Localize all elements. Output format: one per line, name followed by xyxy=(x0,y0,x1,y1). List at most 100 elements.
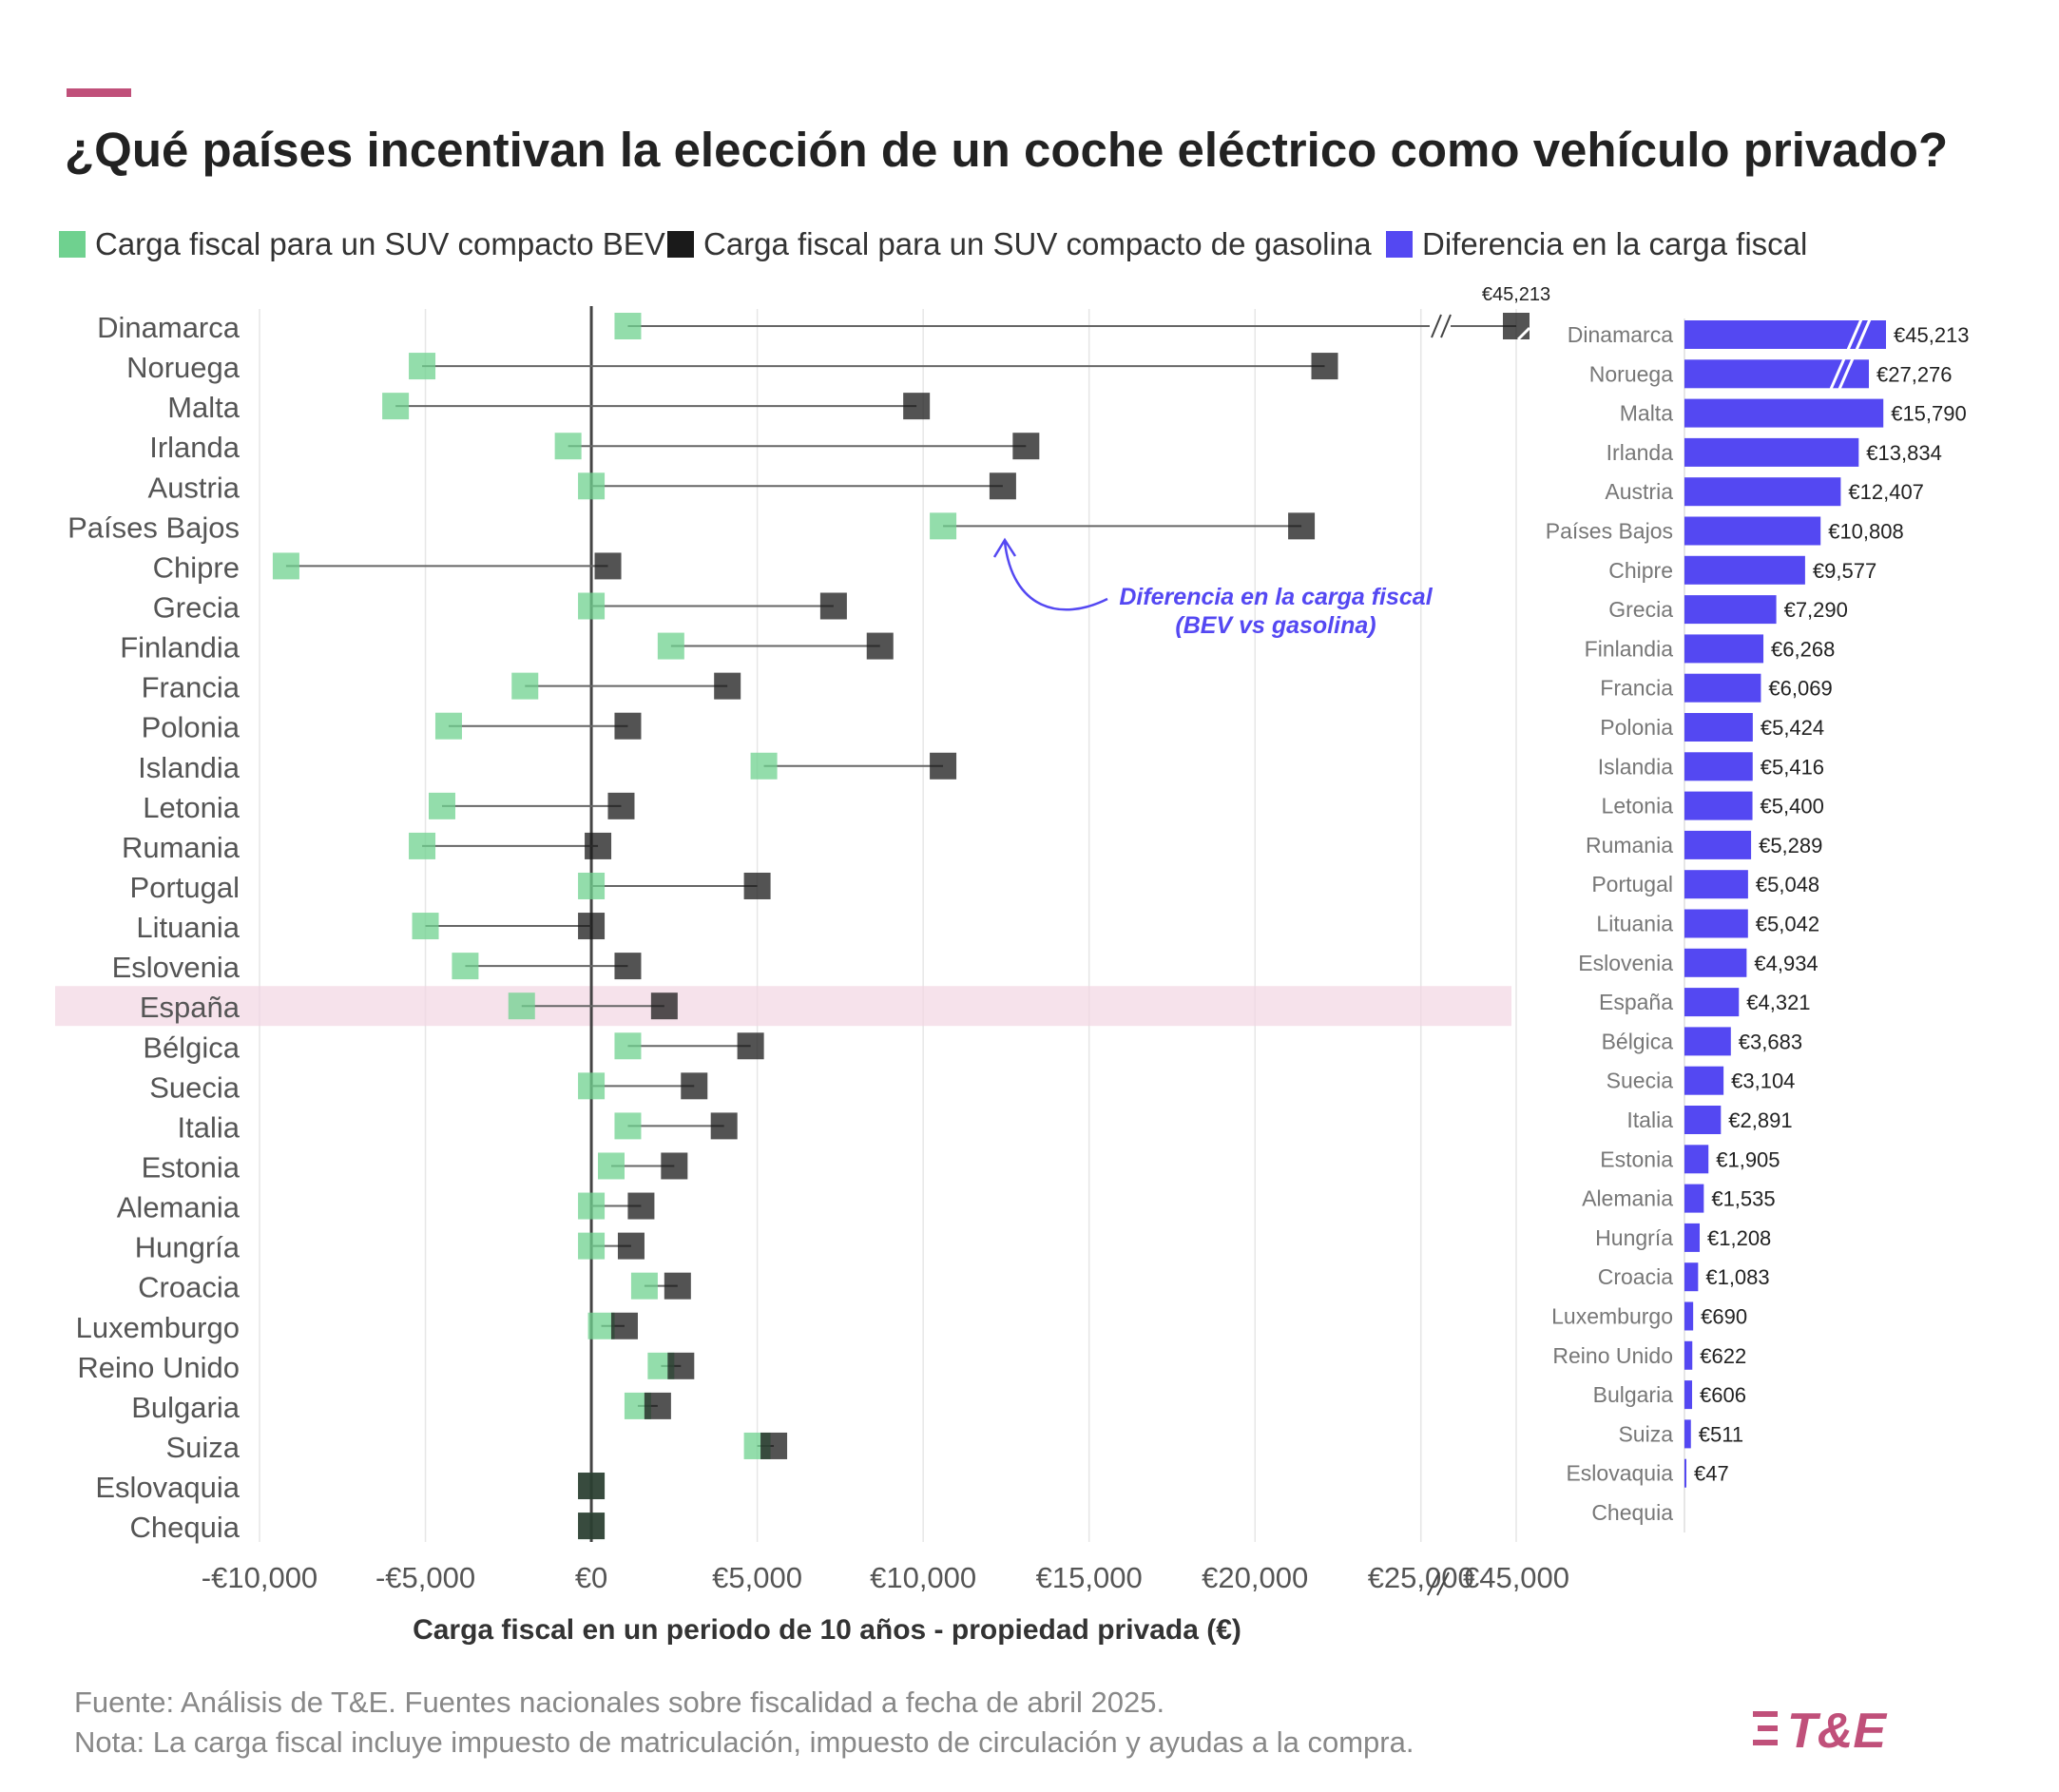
country-label: Dinamarca xyxy=(97,311,241,344)
country-label: Islandia xyxy=(138,751,241,784)
legend-item-difference: Diferencia en la carga fiscal xyxy=(1386,221,1807,268)
difference-bar xyxy=(1684,1262,1699,1292)
bar-value-label: €3,104 xyxy=(1731,1069,1795,1093)
bar-category-label: Francia xyxy=(1600,676,1673,701)
difference-bar xyxy=(1684,634,1764,664)
country-label: Polonia xyxy=(142,711,241,744)
bar-category-label: Finlandia xyxy=(1585,636,1674,661)
difference-bar xyxy=(1684,752,1753,781)
petrol-marker xyxy=(1288,512,1316,540)
bar-category-label: Italia xyxy=(1626,1108,1673,1132)
difference-bar xyxy=(1684,1419,1691,1449)
broken-value-label: €45,213 xyxy=(1482,284,1550,305)
difference-bar xyxy=(1684,1106,1722,1134)
country-label: Países Bajos xyxy=(67,511,240,544)
legend-swatch-difference xyxy=(1386,231,1413,258)
bar-value-label: €3,683 xyxy=(1739,1030,1802,1053)
bar-value-label: €511 xyxy=(1699,1422,1743,1446)
title-accent-bar xyxy=(67,88,131,97)
country-label: Bélgica xyxy=(143,1031,240,1064)
annotation-text: (BEV vs gasolina) xyxy=(1175,612,1376,639)
bar-value-label: €1,905 xyxy=(1716,1147,1780,1171)
bar-value-label: €4,321 xyxy=(1746,991,1810,1014)
difference-bar xyxy=(1684,437,1859,467)
difference-bar xyxy=(1684,398,1884,428)
bev-marker xyxy=(598,1152,625,1180)
bar-value-label: €6,268 xyxy=(1771,637,1835,661)
bar-category-label: Hungría xyxy=(1595,1225,1673,1250)
bar-category-label: Polonia xyxy=(1600,715,1673,740)
country-label: Reino Unido xyxy=(77,1351,240,1384)
country-label: Chipre xyxy=(153,550,240,584)
country-label: Francia xyxy=(142,671,241,704)
petrol-marker xyxy=(667,1352,695,1379)
bev-marker xyxy=(382,393,410,420)
x-tick-label: €0 xyxy=(575,1561,607,1594)
petrol-marker xyxy=(578,1513,606,1540)
difference-bar xyxy=(1684,555,1805,585)
axis-break-mark xyxy=(1427,1571,1440,1596)
bev-marker xyxy=(614,1112,642,1140)
country-label: Luxemburgo xyxy=(76,1311,240,1344)
x-tick-label: €5,000 xyxy=(712,1561,802,1594)
bar-value-label: €690 xyxy=(1701,1305,1747,1329)
bar-category-label: Austria xyxy=(1605,479,1673,504)
bev-marker xyxy=(630,1272,658,1300)
difference-bar xyxy=(1684,516,1821,546)
footer-note: Nota: La carga fiscal incluye impuesto d… xyxy=(74,1725,1414,1759)
country-label: Austria xyxy=(148,471,241,504)
annotation-text: Diferencia en la carga fiscal xyxy=(1119,584,1433,610)
country-label: Eslovenia xyxy=(112,951,241,984)
legend-swatch-bev xyxy=(59,231,86,258)
bev-marker xyxy=(578,472,606,500)
petrol-marker xyxy=(1012,433,1040,460)
bev-marker xyxy=(434,712,462,740)
bar-category-label: Eslovenia xyxy=(1578,951,1673,975)
legend-label-bev: Carga fiscal para un SUV compacto BEV xyxy=(95,226,665,261)
petrol-marker xyxy=(819,592,847,620)
logo-text: T&E xyxy=(1787,1704,1887,1755)
bar-value-label: €15,790 xyxy=(1891,402,1967,426)
bev-marker xyxy=(272,552,299,580)
bar-category-label: Reino Unido xyxy=(1552,1343,1673,1368)
bar-category-label: Bulgaria xyxy=(1593,1382,1674,1407)
bar-category-label: Alemania xyxy=(1582,1186,1673,1211)
petrol-marker xyxy=(710,1112,738,1140)
petrol-marker xyxy=(989,472,1016,500)
bar-category-label: Irlanda xyxy=(1607,440,1674,465)
x-tick-label: €25,000 xyxy=(1368,1561,1474,1594)
petrol-marker xyxy=(578,1473,606,1500)
bev-marker xyxy=(657,632,684,660)
petrol-marker xyxy=(617,1232,645,1260)
petrol-marker xyxy=(650,992,678,1020)
difference-bar xyxy=(1684,1223,1701,1252)
bar-value-label: €7,290 xyxy=(1784,598,1848,622)
bev-marker xyxy=(554,433,582,460)
bar-value-label: €5,042 xyxy=(1756,913,1819,936)
difference-bar xyxy=(1684,988,1740,1017)
bev-marker xyxy=(750,752,778,780)
bar-category-label: Portugal xyxy=(1591,872,1673,896)
x-tick-label: €20,000 xyxy=(1202,1561,1308,1594)
country-label: Hungría xyxy=(135,1231,241,1264)
bev-marker xyxy=(511,672,539,700)
petrol-marker xyxy=(578,913,606,940)
difference-bar xyxy=(1684,673,1761,703)
petrol-marker xyxy=(607,792,635,819)
logo-stripe xyxy=(1758,1725,1778,1731)
country-label: España xyxy=(140,991,241,1024)
bar-value-label: €4,934 xyxy=(1754,952,1818,975)
legend-item-petrol: Carga fiscal para un SUV compacto de gas… xyxy=(667,221,1372,268)
chart-title: ¿Qué países incentivan la elección de un… xyxy=(65,123,1949,177)
petrol-marker xyxy=(930,752,957,780)
bev-marker xyxy=(508,992,535,1020)
bar-category-label: Estonia xyxy=(1600,1146,1673,1171)
country-label: Chequia xyxy=(130,1511,241,1544)
bev-marker xyxy=(578,1072,606,1100)
axis-break-mark xyxy=(1436,1571,1450,1596)
bar-value-label: €622 xyxy=(1700,1344,1746,1368)
bar-value-label: €13,834 xyxy=(1866,441,1942,465)
country-label: Finlandia xyxy=(120,631,241,665)
bev-marker xyxy=(452,953,479,980)
bev-marker xyxy=(614,1032,642,1060)
